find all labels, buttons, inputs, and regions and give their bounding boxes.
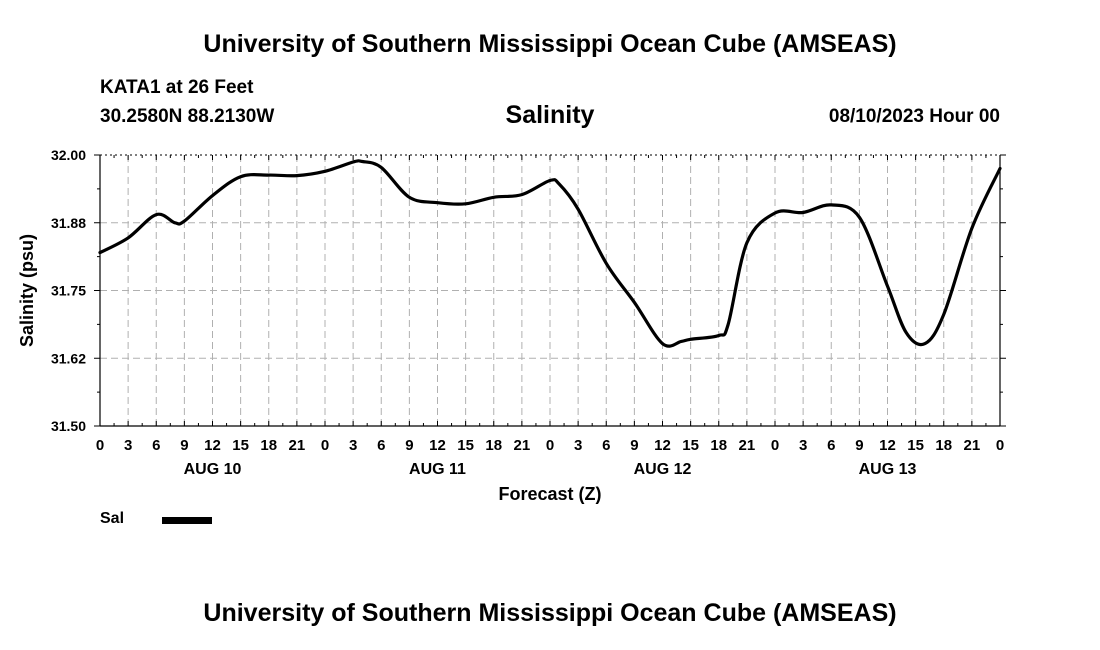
x-tick-label: 0 [96,437,104,454]
x-tick-label: 15 [907,437,924,454]
x-tick-label: 21 [964,437,981,454]
x-tick-label: 18 [260,437,277,454]
x-tick-label: 18 [485,437,502,454]
y-tick-label: 31.75 [51,283,86,299]
x-tick-label: 6 [827,437,835,454]
x-tick-label: 0 [321,437,329,454]
x-tick-label: 15 [682,437,699,454]
x-axis-title: Forecast (Z) [498,484,601,504]
y-tick-label: 31.50 [51,418,86,434]
x-tick-label: 21 [514,437,531,454]
y-tick-label: 31.88 [51,215,86,231]
x-tick-label: 0 [996,437,1004,454]
day-label: AUG 10 [184,461,242,478]
x-tick-label: 3 [349,437,357,454]
chart-title: Salinity [505,101,595,129]
y-tick-label: 31.62 [51,350,86,366]
x-tick-label: 15 [457,437,474,454]
x-tick-label: 12 [429,437,446,454]
legend-line-swatch [162,517,212,524]
x-tick-label: 21 [739,437,756,454]
station-label: KATA1 at 26 Feet [100,77,254,98]
x-tick-label: 18 [935,437,952,454]
x-tick-label: 3 [799,437,807,454]
x-tick-label: 12 [654,437,671,454]
x-tick-label: 6 [602,437,610,454]
x-tick-label: 3 [574,437,582,454]
legend-label: Sal [100,510,125,527]
x-tick-label: 18 [710,437,727,454]
x-tick-label: 12 [204,437,221,454]
x-tick-label: 6 [377,437,385,454]
page-title-bottom: University of Southern Mississippi Ocean… [203,599,897,627]
x-tick-label: 9 [855,437,863,454]
x-tick-label: 21 [289,437,306,454]
x-tick-label: 3 [124,437,132,454]
x-tick-label: 9 [630,437,638,454]
y-axis-title: Salinity (psu) [17,234,37,347]
x-tick-label: 15 [232,437,249,454]
datetime-label: 08/10/2023 Hour 00 [828,106,1000,127]
x-tick-label: 9 [405,437,413,454]
x-tick-label: 12 [879,437,896,454]
day-label: AUG 12 [634,461,692,478]
coordinates-label: 30.2580N 88.2130W [100,106,275,127]
x-tick-label: 0 [546,437,554,454]
x-tick-label: 6 [152,437,160,454]
x-tick-label: 0 [771,437,779,454]
series-line-sal [98,159,1002,348]
day-label: AUG 11 [409,461,466,478]
day-label: AUG 13 [859,461,917,478]
x-tick-label: 9 [180,437,188,454]
page-title: University of Southern Mississippi Ocean… [203,30,897,58]
y-tick-label: 32.00 [51,147,86,163]
